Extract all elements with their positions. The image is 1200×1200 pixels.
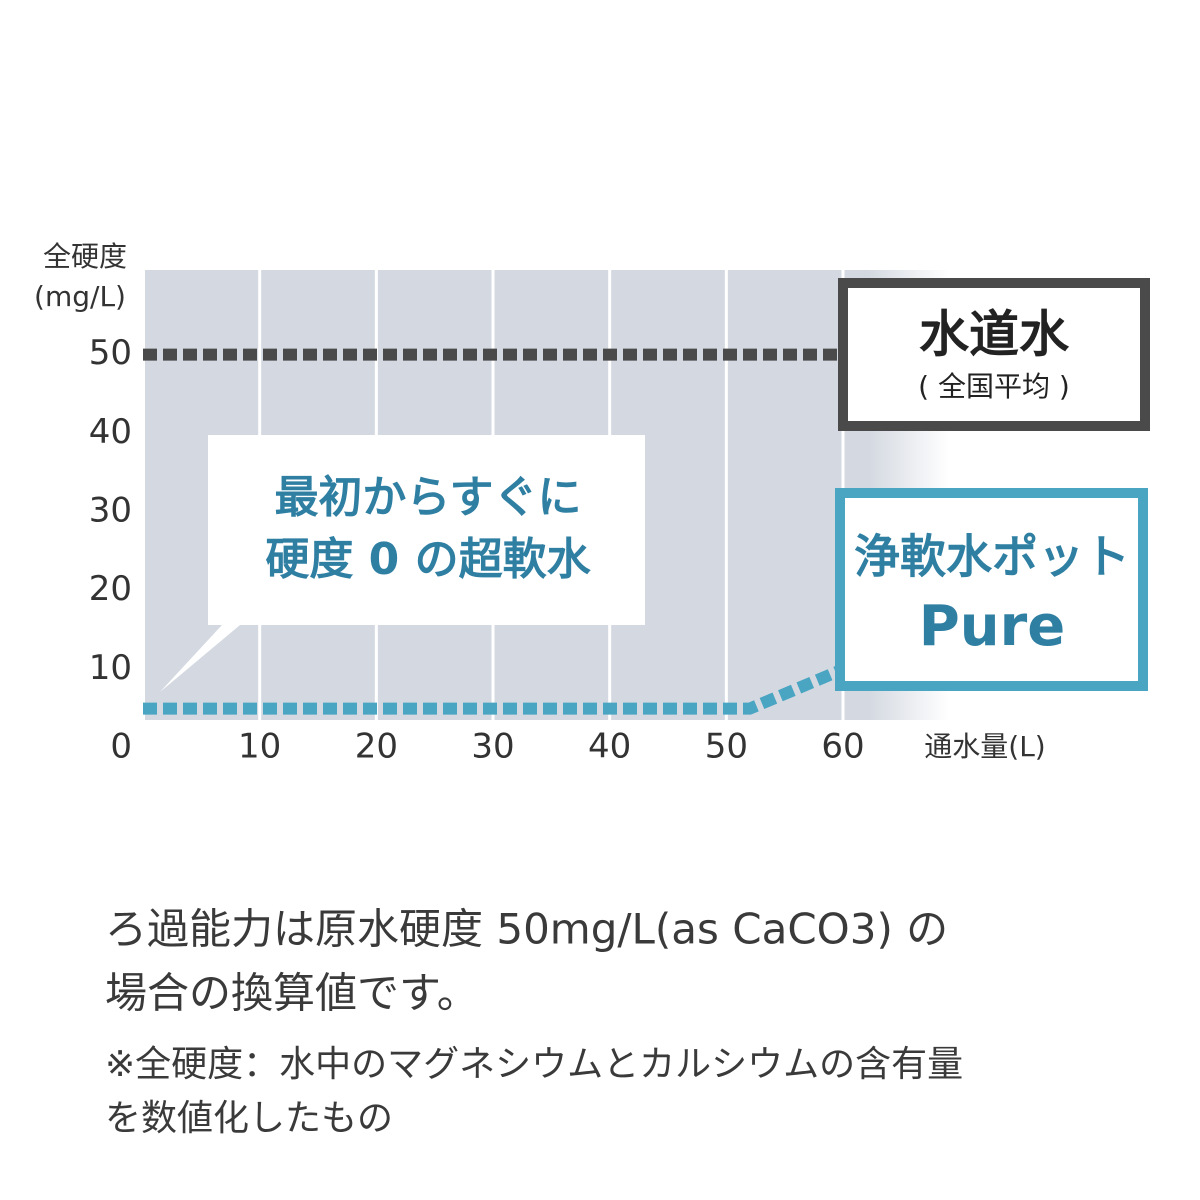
legend-label: 水道水	[919, 306, 1070, 364]
series-line	[143, 663, 846, 715]
callout-bubble	[160, 435, 645, 692]
note: 場合の換算値です。	[105, 969, 479, 1018]
footnote: ※全硬度：水中のマグネシウムとカルシウムの含有量	[105, 1044, 963, 1085]
x-axis-label: 通水量(L)	[924, 730, 1045, 763]
callout-text: 最初からすぐに	[274, 472, 581, 523]
x-tick-label: 40	[588, 727, 631, 767]
legend-label: 浄軟水ポット	[854, 530, 1130, 584]
x-tick-label: 10	[238, 727, 281, 767]
legend-box	[835, 488, 1148, 691]
callout-text: 硬度 0 の超軟水	[265, 534, 591, 585]
note: ろ過能力は原水硬度 50mg/L(as CaCO3) の	[105, 905, 948, 954]
y-tick-label: 0	[110, 727, 132, 767]
x-tick-label: 20	[355, 727, 398, 767]
legend-box	[838, 278, 1150, 431]
x-tick-label: 50	[705, 727, 748, 767]
y-tick-label: 40	[89, 412, 132, 452]
legend-model: Pure	[919, 594, 1066, 659]
x-tick-label: 30	[471, 727, 514, 767]
footnote: を数値化したもの	[105, 1098, 393, 1139]
y-tick-label: 30	[89, 491, 132, 531]
y-tick-label: 10	[89, 648, 132, 688]
y-axis-label: (mg/L)	[34, 280, 126, 313]
y-tick-label: 50	[89, 333, 132, 373]
x-tick-label: 60	[821, 727, 864, 767]
legend-note: ( 全国平均 )	[918, 370, 1070, 403]
y-tick-label: 20	[89, 569, 132, 609]
y-axis-label: 全硬度	[43, 240, 127, 273]
